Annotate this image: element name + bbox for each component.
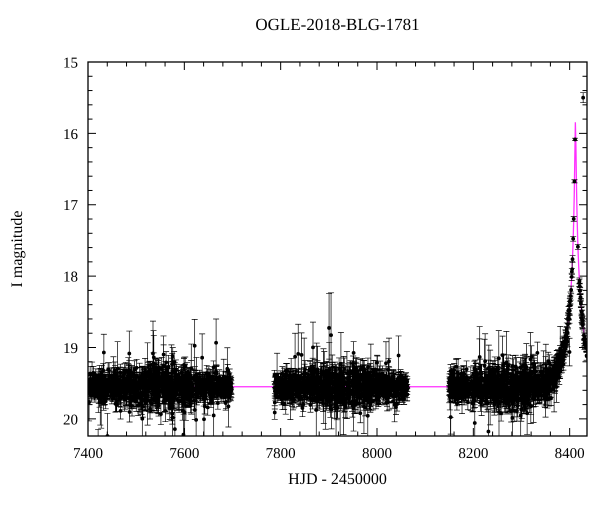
svg-text:7400: 7400	[73, 446, 103, 462]
svg-text:I magnitude: I magnitude	[9, 211, 26, 288]
svg-text:OGLE-2018-BLG-1781: OGLE-2018-BLG-1781	[255, 15, 419, 34]
svg-text:8200: 8200	[458, 446, 488, 462]
svg-text:7800: 7800	[266, 446, 296, 462]
svg-text:8000: 8000	[362, 446, 392, 462]
svg-text:20: 20	[63, 412, 78, 428]
svg-text:17: 17	[63, 198, 79, 214]
svg-text:7600: 7600	[169, 446, 199, 462]
svg-text:HJD - 2450000: HJD - 2450000	[288, 471, 387, 488]
svg-text:8400: 8400	[555, 446, 585, 462]
svg-text:15: 15	[63, 56, 78, 72]
svg-text:18: 18	[63, 270, 78, 286]
svg-text:16: 16	[63, 127, 79, 143]
svg-text:19: 19	[63, 341, 78, 357]
